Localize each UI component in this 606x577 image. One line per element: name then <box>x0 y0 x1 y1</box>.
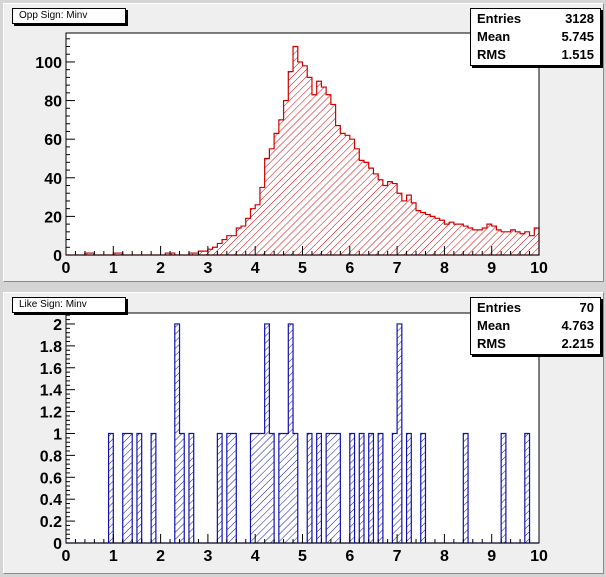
x-tick-label: 9 <box>487 548 496 565</box>
stats-value: 1.515 <box>561 47 594 62</box>
stats-value: 2.215 <box>561 336 594 351</box>
y-tick-label: 1 <box>53 426 62 443</box>
y-tick-label: 0.8 <box>40 448 62 465</box>
stats-value: 70 <box>579 300 594 315</box>
stats-box[interactable]: Entries 3128 Mean 5.745 RMS 1.515 <box>470 8 601 66</box>
y-tick-label: 0.2 <box>40 514 62 531</box>
x-tick-label: 0 <box>62 548 71 565</box>
stats-label: Entries <box>477 300 522 315</box>
x-tick-label: 3 <box>203 548 212 565</box>
x-tick-label: 3 <box>203 260 212 277</box>
top-pad[interactable]: 0 1 2 3 4 5 6 7 8 9 10 0 20 40 60 80 100 Opp Sign: Minv … <box>3 3 604 282</box>
stats-value: 5.745 <box>561 29 594 44</box>
x-tick-label: 0 <box>62 260 71 277</box>
stats-row-entries: Entries 3128 <box>471 10 600 28</box>
stats-box[interactable]: Entries 70 Mean 4.763 RMS 2.215 <box>470 297 601 355</box>
stats-value: 4.763 <box>561 318 594 333</box>
x-tick-label: 10 <box>530 260 548 277</box>
y-tick-label: 100 <box>35 55 62 72</box>
histogram-fill <box>66 46 539 255</box>
stats-value: 3128 <box>565 11 594 26</box>
y-tick-label: 0.4 <box>40 492 62 509</box>
x-tick-label: 5 <box>298 260 307 277</box>
x-tick-label: 2 <box>156 548 165 565</box>
stats-row-rms: RMS 2.215 <box>471 335 600 353</box>
x-tick-label: 1 <box>109 548 118 565</box>
y-tick-label: 0 <box>53 248 62 265</box>
y-tick-label: 80 <box>44 94 62 111</box>
x-tick-label: 5 <box>298 548 307 565</box>
y-tick-label: 1.2 <box>40 405 62 422</box>
y-tick-label: 1.8 <box>40 339 62 356</box>
stats-label: RMS <box>477 336 506 351</box>
x-tick-label: 4 <box>251 548 260 565</box>
x-tick-label: 7 <box>393 260 402 277</box>
y-tick-label: 1.4 <box>40 383 62 400</box>
x-tick-label: 8 <box>440 548 449 565</box>
x-tick-label: 2 <box>156 260 165 277</box>
y-tick-label: 60 <box>44 132 62 149</box>
bottom-pad[interactable]: 0 1 2 3 4 5 6 7 8 9 10 0 0.2 0.4 0.6 0.8 1 1.2 1.4 1.6 1.8 2 … <box>3 292 604 574</box>
histogram-title[interactable]: Opp Sign: Minv <box>12 8 126 24</box>
y-tick-label: 2 <box>53 317 62 334</box>
stats-row-entries: Entries 70 <box>471 299 600 317</box>
x-tick-label: 6 <box>345 260 354 277</box>
stats-row-mean: Mean 5.745 <box>471 28 600 46</box>
y-tick-label: 1.6 <box>40 361 62 378</box>
x-tick-label: 8 <box>440 260 449 277</box>
stats-label: Entries <box>477 11 522 26</box>
x-tick-label: 9 <box>487 260 496 277</box>
y-tick-label: 0.6 <box>40 470 62 487</box>
stats-row-mean: Mean 4.763 <box>471 317 600 335</box>
x-tick-label: 10 <box>530 548 548 565</box>
y-tick-label: 20 <box>44 209 62 226</box>
stats-label: Mean <box>477 318 511 333</box>
y-tick-label: 0 <box>53 536 62 553</box>
stats-label: RMS <box>477 47 506 62</box>
x-tick-label: 6 <box>345 548 354 565</box>
plot-area <box>66 313 539 543</box>
x-tick-label: 1 <box>109 260 118 277</box>
x-tick-label: 4 <box>251 260 260 277</box>
y-tick-label: 40 <box>44 171 62 188</box>
stats-row-rms: RMS 1.515 <box>471 46 600 64</box>
x-tick-label: 7 <box>393 548 402 565</box>
stats-label: Mean <box>477 29 511 44</box>
histogram-title[interactable]: Like Sign: Minv <box>12 297 126 313</box>
